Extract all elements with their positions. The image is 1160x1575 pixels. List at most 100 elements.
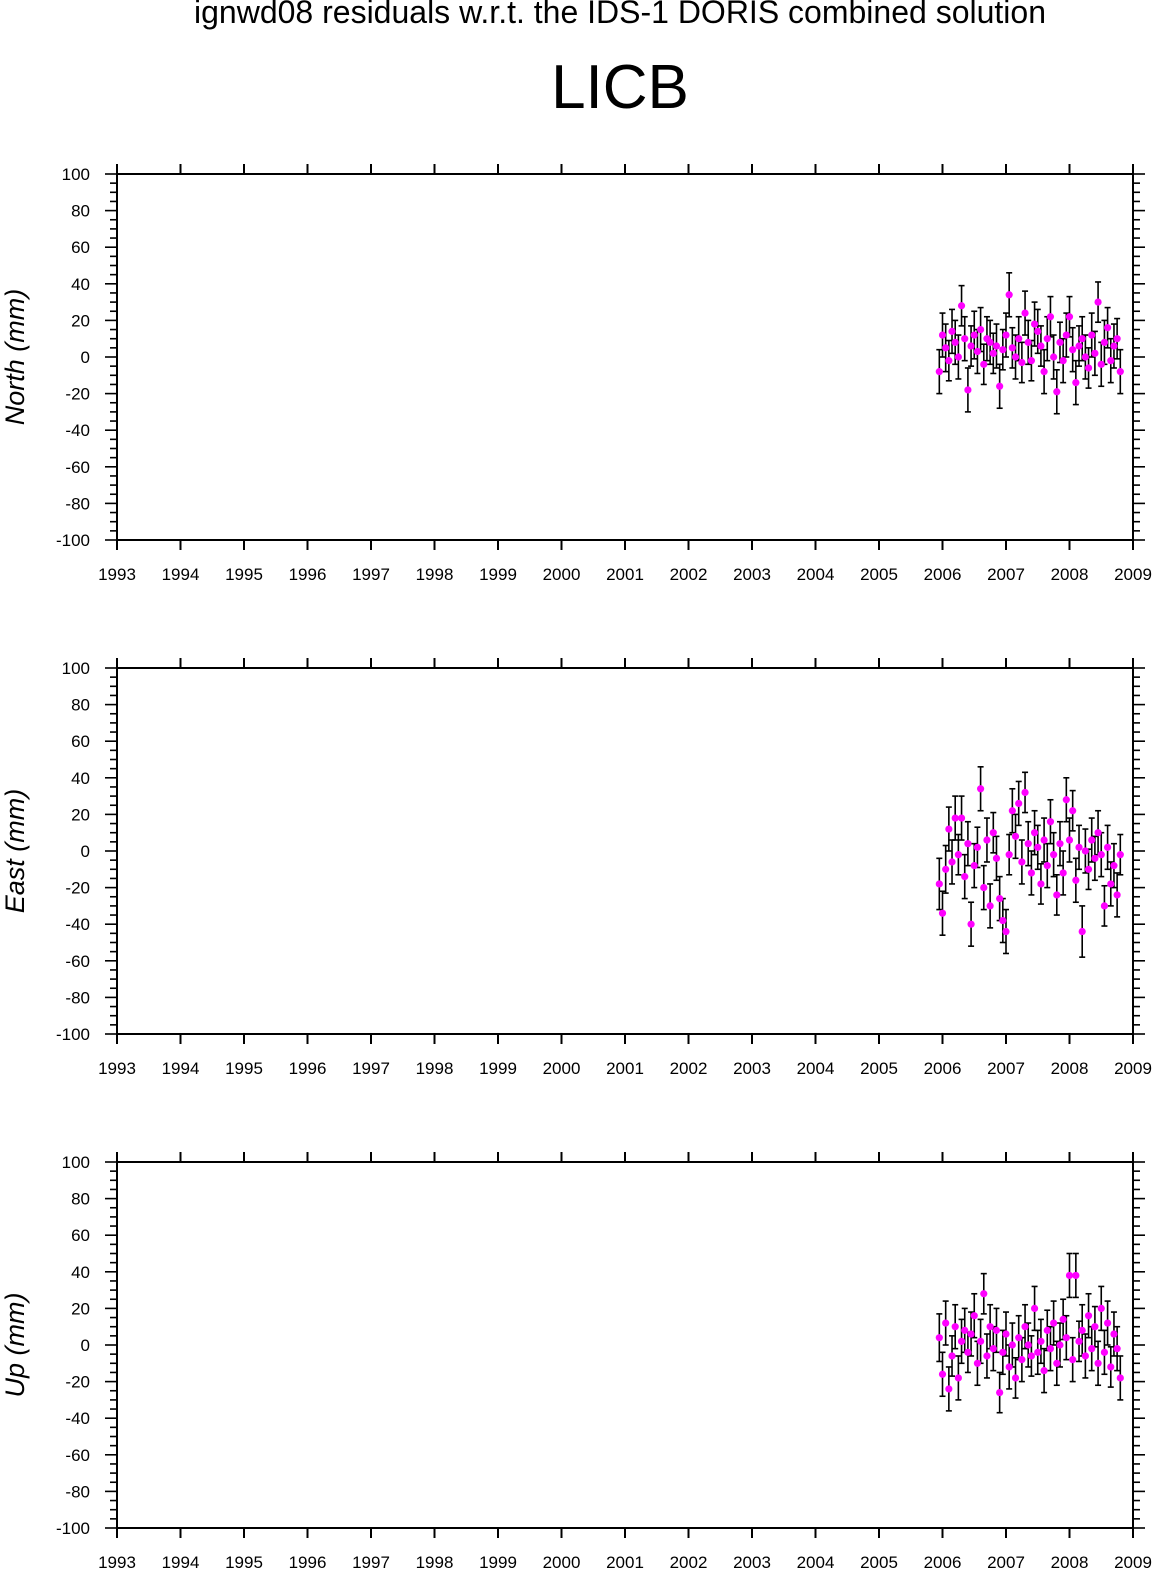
data-point [1053, 891, 1061, 899]
data-point [1046, 313, 1055, 321]
x-tick-label: 2009 [1114, 1553, 1152, 1572]
x-tick-label: 2004 [797, 1553, 835, 1572]
data-point [945, 1385, 953, 1393]
data-point [938, 909, 947, 917]
data-point [1113, 891, 1121, 899]
data-point [1110, 1330, 1118, 1338]
data-point [989, 829, 997, 837]
data-point [1024, 840, 1032, 848]
data-point [1116, 1374, 1124, 1382]
x-tick-label: 1999 [479, 565, 517, 584]
data-point [980, 884, 988, 892]
y-tick-label: 80 [71, 202, 90, 221]
data-point [1107, 357, 1115, 365]
data-point [1084, 364, 1093, 372]
data-point [1021, 309, 1029, 317]
data-point [1046, 1345, 1055, 1353]
data-point [1050, 353, 1058, 361]
y-tick-label: -40 [65, 421, 90, 440]
data-point [1027, 357, 1035, 365]
data-point [954, 851, 962, 859]
y-tick-label: 20 [71, 311, 90, 330]
data-point [1056, 840, 1064, 848]
data-point [1072, 1271, 1080, 1280]
data-point [1034, 843, 1042, 851]
data-point [1005, 1363, 1013, 1371]
y-tick-label: 60 [71, 1226, 90, 1245]
data-point [1104, 1319, 1112, 1327]
x-tick-label: 2002 [670, 565, 708, 584]
x-tick-label: 2008 [1051, 565, 1089, 584]
data-point [1062, 1334, 1070, 1342]
x-tick-label: 1996 [289, 1059, 327, 1078]
data-point [1002, 1330, 1010, 1338]
data-point [948, 1352, 956, 1360]
x-tick-label: 2007 [987, 565, 1025, 584]
data-point [967, 920, 975, 928]
y-tick-label: -40 [65, 1409, 90, 1428]
y-tick-label: 0 [81, 348, 90, 367]
data-point [1043, 1326, 1051, 1334]
y-axis-label: East (mm) [0, 789, 30, 914]
data-point [1040, 1367, 1048, 1375]
data-point [1027, 869, 1035, 877]
data-point [1011, 1374, 1020, 1382]
data-point [964, 386, 972, 394]
x-tick-label: 1998 [416, 1059, 454, 1078]
data-point [977, 785, 985, 793]
data-point [1072, 379, 1080, 387]
data-point [1011, 832, 1020, 840]
data-point [1050, 851, 1058, 859]
station-title: LICB [551, 53, 689, 122]
y-tick-label: -40 [65, 915, 90, 934]
data-point [1011, 353, 1020, 361]
data-point [1078, 927, 1086, 936]
x-tick-label: 1996 [289, 1553, 327, 1572]
data-point [1034, 327, 1042, 335]
x-tick-label: 2006 [924, 565, 962, 584]
data-point [1053, 1359, 1061, 1367]
data-point [989, 1345, 997, 1353]
data-point [996, 382, 1004, 390]
y-tick-label: -100 [56, 531, 90, 550]
y-tick-label: 20 [71, 1299, 90, 1318]
x-tick-label: 2000 [543, 565, 581, 584]
data-point [1069, 807, 1077, 815]
data-point [1059, 357, 1067, 365]
y-tick-label: -60 [65, 952, 90, 971]
data-point [1059, 1315, 1067, 1323]
x-tick-label: 1993 [98, 565, 136, 584]
data-point [957, 814, 966, 822]
x-tick-label: 2000 [543, 1059, 581, 1078]
y-tick-label: -80 [65, 988, 90, 1007]
y-tick-label: -60 [65, 1446, 90, 1465]
x-tick-label: 1995 [225, 565, 263, 584]
y-tick-label: -100 [56, 1025, 90, 1044]
data-point [1040, 836, 1048, 844]
data-point [1046, 818, 1055, 826]
x-tick-label: 1997 [352, 565, 390, 584]
data-series [935, 272, 1124, 415]
data-point [938, 331, 947, 339]
data-point [951, 814, 959, 822]
data-point [1097, 360, 1105, 368]
data-point [977, 1337, 985, 1345]
data-point [1100, 1348, 1109, 1356]
data-point [1110, 342, 1118, 350]
data-point [1078, 335, 1086, 343]
data-point [1037, 342, 1045, 350]
data-point [970, 331, 978, 339]
x-tick-label: 2006 [924, 1553, 962, 1572]
data-point [1094, 298, 1102, 306]
data-point [1065, 1271, 1074, 1280]
plot-frame [116, 667, 1134, 1035]
data-point [973, 1359, 982, 1367]
data-point [1008, 344, 1016, 352]
data-point [1005, 851, 1013, 859]
data-point [948, 858, 956, 866]
data-point [1030, 829, 1039, 837]
x-tick-label: 2000 [543, 1553, 581, 1572]
data-point [970, 862, 978, 870]
y-tick-label: 40 [71, 275, 90, 294]
